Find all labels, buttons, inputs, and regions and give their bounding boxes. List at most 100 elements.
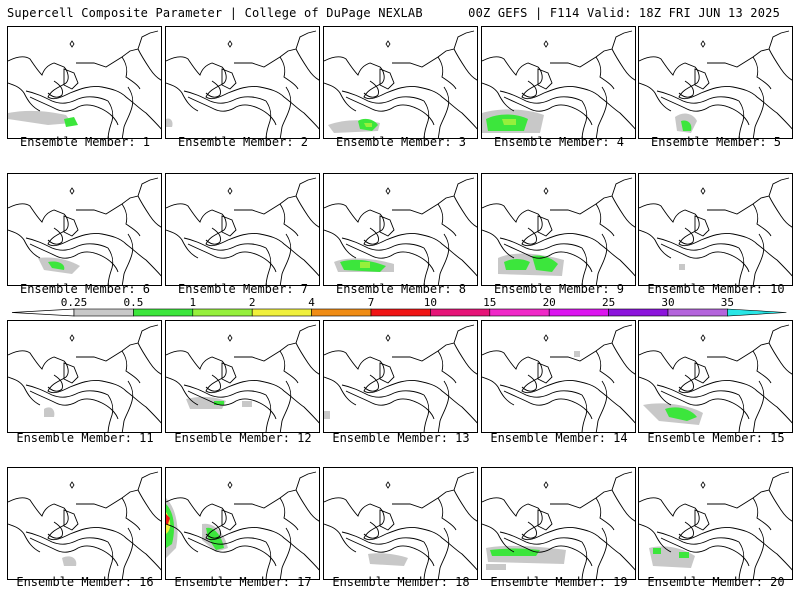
boundary-line bbox=[324, 497, 477, 571]
station-marker-icon bbox=[385, 481, 391, 489]
legend-swatch bbox=[430, 308, 491, 317]
ensemble-member-label: Ensemble Member: 10 bbox=[647, 282, 785, 296]
boundary-line bbox=[707, 30, 790, 68]
boundary-line bbox=[453, 48, 477, 81]
boundary-line bbox=[183, 531, 267, 545]
boundary-line bbox=[768, 48, 792, 81]
boundary-line bbox=[379, 362, 395, 384]
boundary-line bbox=[121, 233, 134, 285]
station-marker-icon bbox=[543, 40, 549, 48]
boundary-line bbox=[499, 90, 583, 104]
boundary-line bbox=[166, 497, 319, 571]
boundary-line bbox=[707, 324, 790, 362]
boundary-line bbox=[503, 243, 593, 273]
boundary-line bbox=[437, 203, 457, 237]
boundary-line bbox=[611, 48, 635, 81]
legend-tick-label: 35 bbox=[721, 296, 734, 309]
station-marker-icon bbox=[543, 481, 549, 489]
boundary-line bbox=[221, 215, 237, 237]
scp-contour bbox=[504, 259, 530, 270]
boundary-line bbox=[8, 82, 41, 112]
boundary-line bbox=[550, 177, 633, 215]
boundary-line bbox=[392, 30, 475, 68]
station-marker-icon bbox=[227, 334, 233, 342]
basemap bbox=[639, 324, 792, 432]
basemap bbox=[166, 30, 319, 138]
basemap bbox=[166, 471, 319, 579]
map-title: Supercell Composite Parameter | College … bbox=[7, 6, 423, 20]
legend-tick-label: 2 bbox=[249, 296, 256, 309]
boundary-line bbox=[437, 527, 450, 579]
ensemble-member-map-19 bbox=[481, 467, 636, 580]
boundary-line bbox=[521, 374, 537, 392]
boundary-line bbox=[279, 56, 299, 90]
ensemble-member-map-12 bbox=[165, 320, 320, 433]
station-marker-icon bbox=[700, 40, 706, 48]
boundary-line bbox=[279, 380, 292, 432]
station-marker-icon bbox=[385, 334, 391, 342]
basemap bbox=[324, 30, 477, 138]
boundary-line bbox=[595, 56, 615, 90]
scp-contour bbox=[48, 261, 65, 270]
boundary-line bbox=[166, 203, 319, 277]
boundary-line bbox=[234, 324, 317, 362]
boundary-line bbox=[8, 350, 161, 424]
scp-contour bbox=[364, 123, 372, 127]
boundary-line bbox=[482, 56, 635, 130]
boundary-line bbox=[363, 521, 379, 539]
boundary-line bbox=[537, 215, 553, 237]
boundary-line bbox=[341, 237, 425, 251]
ensemble-member-label: Ensemble Member: 15 bbox=[647, 431, 785, 445]
ensemble-member-label: Ensemble Member: 7 bbox=[177, 282, 309, 296]
ensemble-member-map-14 bbox=[481, 320, 636, 433]
boundary-line bbox=[437, 380, 450, 432]
basemap bbox=[639, 177, 792, 285]
boundary-line bbox=[639, 82, 672, 112]
boundary-line bbox=[437, 56, 457, 90]
basemap bbox=[166, 324, 319, 432]
boundary-line bbox=[423, 247, 430, 285]
ensemble-member-map-20 bbox=[638, 467, 793, 580]
basemap bbox=[482, 324, 635, 432]
ensemble-member-map-5 bbox=[638, 26, 793, 139]
boundary-line bbox=[205, 374, 221, 392]
boundary-line bbox=[752, 203, 772, 237]
scp-contour bbox=[186, 396, 226, 409]
boundary-line bbox=[279, 233, 292, 285]
boundary-line bbox=[47, 521, 63, 539]
boundary-line bbox=[694, 68, 710, 90]
legend-tick-label: 7 bbox=[368, 296, 375, 309]
boundary-line bbox=[234, 30, 317, 68]
boundary-line bbox=[345, 96, 435, 126]
boundary-line bbox=[499, 237, 583, 251]
boundary-line bbox=[8, 56, 161, 130]
boundary-line bbox=[76, 471, 159, 509]
color-legend: 0.25 0.5 1 2 4 7 10 15 20 25 30 35 bbox=[11, 296, 787, 317]
ensemble-member-map-18 bbox=[323, 467, 478, 580]
boundary-line bbox=[29, 390, 119, 420]
boundary-line bbox=[63, 509, 79, 531]
boundary-line bbox=[392, 177, 475, 215]
boundary-line bbox=[25, 531, 109, 545]
legend-max-arrow bbox=[727, 308, 787, 317]
boundary-line bbox=[482, 229, 515, 259]
boundary-line bbox=[738, 247, 745, 285]
legend-tick-label: 1 bbox=[189, 296, 196, 309]
boundary-line bbox=[166, 56, 319, 130]
boundary-line bbox=[166, 376, 199, 406]
station-marker-icon bbox=[700, 187, 706, 195]
boundary-line bbox=[521, 80, 537, 98]
boundary-line bbox=[595, 233, 608, 285]
boundary-line bbox=[707, 471, 790, 509]
boundary-line bbox=[482, 82, 515, 112]
ensemble-member-map-4 bbox=[481, 26, 636, 139]
ensemble-member-label: Ensemble Member: 19 bbox=[490, 575, 628, 589]
basemap bbox=[166, 177, 319, 285]
scp-contour bbox=[665, 407, 697, 421]
boundary-line bbox=[379, 215, 395, 237]
boundary-line bbox=[205, 227, 221, 245]
boundary-line bbox=[581, 394, 588, 432]
boundary-line bbox=[187, 390, 277, 420]
boundary-line bbox=[499, 531, 583, 545]
boundary-line bbox=[482, 497, 635, 571]
